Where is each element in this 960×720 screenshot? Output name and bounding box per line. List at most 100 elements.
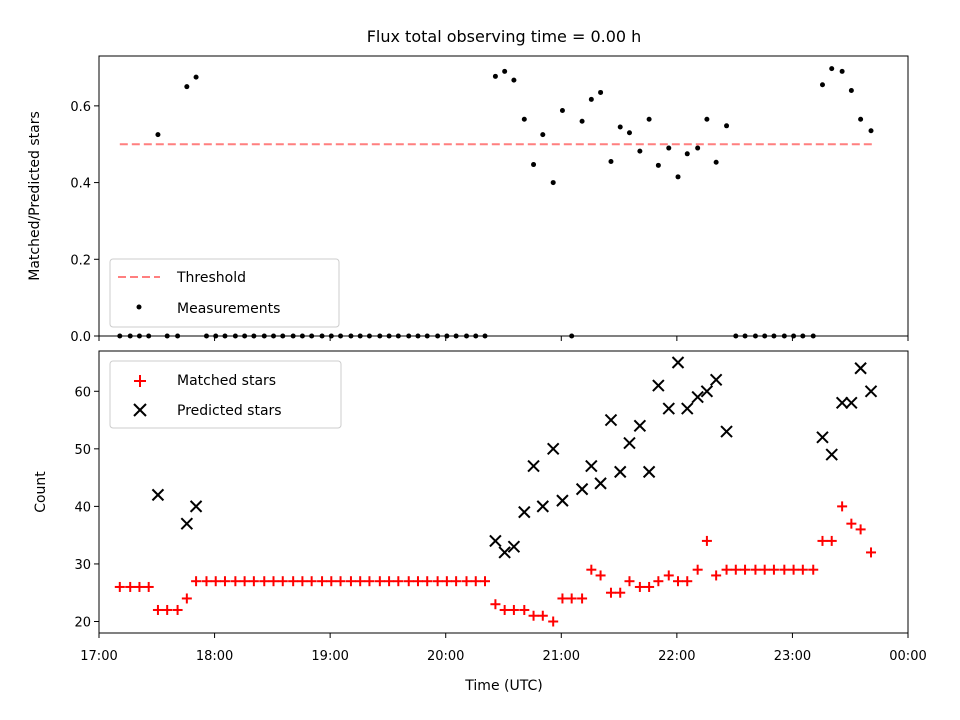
- matched-star-point: [740, 564, 751, 575]
- measurement-point: [858, 116, 864, 122]
- predicted-star-point: [614, 465, 627, 479]
- measurement-point: [588, 96, 594, 102]
- x-tick-label: 21:00: [543, 649, 580, 664]
- matched-star-point: [172, 604, 183, 615]
- measurement-point: [684, 151, 690, 157]
- predicted-star-point: [623, 436, 636, 450]
- count-legend-box: [109, 360, 342, 429]
- predicted-star-point: [835, 396, 849, 410]
- matched-star-point: [125, 581, 136, 592]
- matched-star-point: [461, 576, 472, 587]
- matched-star-point: [837, 501, 848, 512]
- count-y-axis-label: Count: [33, 471, 49, 513]
- ratio-y-axis-label: Matched/Predicted stars: [27, 111, 43, 281]
- matched-star-point: [432, 576, 443, 587]
- measurement-point: [608, 158, 614, 164]
- predicted-star-point: [556, 494, 569, 507]
- count-x-ticks: 17:00 18:00 19:00 20:00 21:00 22:00 23:00 00:00: [80, 633, 927, 664]
- measurement-point: [598, 89, 604, 95]
- matched-star-point: [634, 581, 645, 592]
- matched-star-point: [355, 576, 366, 587]
- count-axes-frame: [98, 350, 909, 634]
- measurement-point: [521, 116, 527, 122]
- predicted-star-point: [691, 390, 704, 404]
- matched-star-point: [422, 576, 433, 587]
- matched-star-point: [866, 547, 877, 558]
- predicted-star-point: [585, 459, 598, 473]
- ratio-legend: Threshold Measurements: [109, 258, 340, 328]
- legend-measurement-swatch: [136, 304, 142, 310]
- legend-threshold-label: Threshold: [176, 270, 246, 286]
- x-tick-label: 23:00: [774, 649, 811, 664]
- matched-star-point: [230, 576, 241, 587]
- matched-star-point: [490, 599, 501, 610]
- x-tick-label: 20:00: [427, 649, 464, 664]
- matched-star-point: [499, 604, 510, 615]
- measurement-point: [655, 162, 661, 168]
- matched-star-point: [548, 616, 559, 627]
- matched-star-point: [730, 564, 741, 575]
- legend-measurements-label: Measurements: [177, 301, 280, 317]
- measurement-point: [713, 159, 719, 165]
- matched-star-point: [219, 576, 230, 587]
- measurement-point: [617, 124, 623, 130]
- predicted-star-point: [594, 477, 607, 490]
- matched-star-point: [288, 576, 299, 587]
- x-tick-label: 22:00: [658, 649, 695, 664]
- matched-star-point: [508, 604, 519, 615]
- matched-star-point: [750, 564, 761, 575]
- measurement-point: [511, 77, 517, 83]
- matched-star-point: [768, 564, 779, 575]
- matched-star-point: [335, 576, 346, 587]
- measurement-point: [839, 68, 845, 74]
- measurement-point: [637, 148, 643, 154]
- legend-matched-label: Matched stars: [177, 373, 276, 389]
- predicted-star-point: [180, 517, 194, 530]
- predicted-star-point: [681, 402, 694, 415]
- legend-matched-swatch: [134, 375, 146, 387]
- matched-star-point: [557, 593, 568, 604]
- matched-star-point: [441, 576, 452, 587]
- ratio-y-tick-label: 0.0: [70, 330, 91, 345]
- matched-star-point: [605, 587, 616, 598]
- measurement-point: [819, 82, 825, 88]
- matched-star-point: [451, 576, 462, 587]
- matched-star-point: [721, 564, 732, 575]
- predicted-star-point: [527, 459, 540, 473]
- matched-star-point: [248, 576, 259, 587]
- measurement-point: [848, 88, 854, 94]
- matched-star-point: [345, 576, 356, 587]
- predicted-star-point: [816, 431, 829, 444]
- matched-star-point: [317, 576, 328, 587]
- matched-star-point: [403, 576, 414, 587]
- matched-star-point: [326, 576, 337, 587]
- matched-star-point: [624, 576, 635, 587]
- measurement-point: [531, 162, 537, 168]
- predicted-star-point: [546, 442, 560, 456]
- predicted-star-point: [489, 534, 502, 548]
- matched-star-point: [528, 610, 539, 621]
- matched-star-point: [826, 535, 837, 546]
- matched-star-point: [143, 581, 154, 592]
- predicted-star-point: [498, 546, 511, 559]
- matched-star-points: [114, 501, 877, 627]
- measurement-point: [559, 107, 565, 113]
- matched-star-point: [808, 564, 819, 575]
- measurement-point: [695, 145, 701, 151]
- matched-star-point: [470, 576, 481, 587]
- matched-star-point: [682, 576, 693, 587]
- matched-star-point: [239, 576, 250, 587]
- matched-star-point: [277, 576, 288, 587]
- predicted-star-point: [845, 396, 858, 410]
- predicted-star-point: [518, 505, 531, 519]
- matched-star-point: [114, 581, 125, 592]
- matched-star-point: [615, 587, 626, 598]
- matched-star-point: [412, 576, 423, 587]
- count-panel: 20 30 40 50 60 17:00 18:00 19:00 20:00 21:00 22:0…: [33, 350, 927, 694]
- matched-star-point: [519, 604, 530, 615]
- ratio-y-tick-label: 0.4: [70, 177, 91, 192]
- matched-star-point: [653, 576, 664, 587]
- matched-star-point: [152, 604, 163, 615]
- measurement-point: [193, 74, 199, 80]
- x-axis-label: Time (UTC): [464, 678, 542, 694]
